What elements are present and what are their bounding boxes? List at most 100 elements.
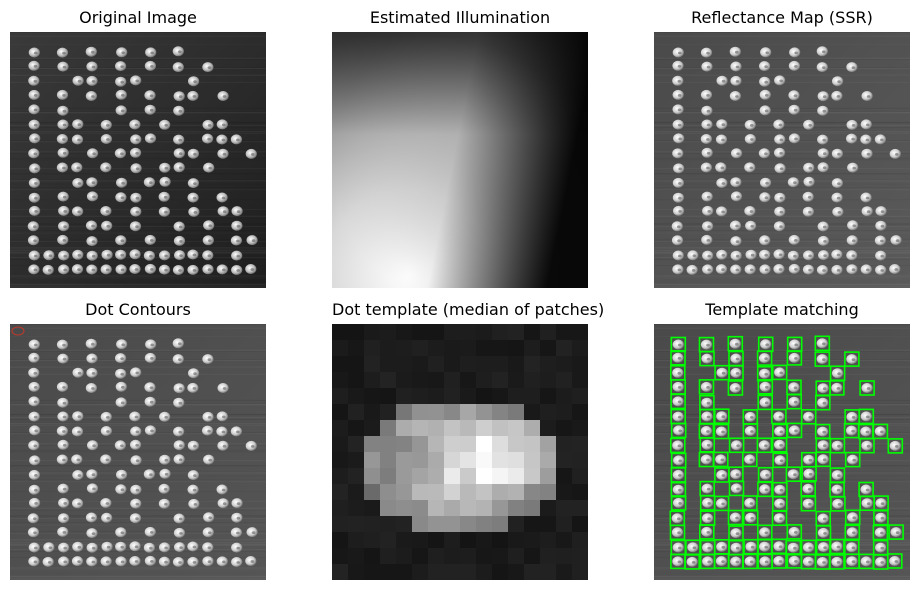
match-box [712, 451, 729, 468]
match-box [670, 467, 687, 483]
dot [43, 250, 55, 261]
dot [773, 119, 785, 130]
dot [816, 557, 829, 567]
dot [773, 541, 785, 552]
dot [774, 455, 786, 466]
dot [788, 425, 801, 436]
dot [774, 367, 786, 378]
match-box [800, 495, 817, 512]
dot [172, 354, 184, 365]
dot [671, 235, 684, 246]
dot [788, 396, 800, 407]
dot [27, 527, 40, 538]
dot [846, 425, 858, 436]
dot [58, 264, 70, 275]
dot [802, 498, 814, 509]
dot [832, 206, 844, 217]
dot [729, 46, 741, 57]
dot [159, 119, 171, 130]
dot [57, 411, 69, 422]
match-box [872, 423, 889, 440]
dot [115, 381, 127, 392]
dot [217, 383, 229, 393]
dot [730, 250, 742, 261]
dot [216, 426, 228, 437]
dot [86, 353, 98, 364]
dot [28, 60, 40, 71]
dot [745, 512, 757, 523]
match-box [684, 554, 701, 570]
dot [672, 339, 684, 350]
dot [816, 338, 828, 349]
dot [28, 440, 40, 451]
dot [759, 235, 771, 246]
dot [72, 178, 84, 188]
dot [85, 512, 98, 523]
dot [173, 454, 185, 465]
dot [787, 250, 799, 261]
dot [817, 91, 829, 102]
dot [831, 264, 843, 275]
dot [758, 440, 770, 451]
dot [144, 526, 156, 537]
dot [86, 177, 98, 188]
dot [115, 249, 127, 260]
dot [673, 133, 685, 144]
panel-reflectance-map: Reflectance Map (SSR) [654, 0, 910, 290]
match-box [670, 422, 687, 439]
dot [760, 47, 772, 58]
dot [28, 484, 40, 495]
dot [29, 425, 41, 436]
dot [143, 250, 155, 261]
contours-image [10, 324, 266, 580]
dot [116, 177, 128, 188]
dot [671, 527, 684, 538]
dot [701, 411, 713, 422]
dot [172, 46, 184, 57]
match-box [829, 380, 845, 396]
dot [803, 411, 815, 422]
dot [115, 61, 127, 72]
dot [216, 411, 228, 422]
dot [130, 498, 142, 509]
dot [760, 339, 772, 350]
dot [130, 75, 142, 86]
dot [143, 542, 155, 553]
dot [788, 60, 800, 71]
dot [28, 367, 40, 378]
dot [773, 411, 785, 422]
dot [203, 512, 215, 523]
match-box [814, 351, 831, 367]
dot [861, 440, 873, 451]
reflectance-image [654, 32, 910, 288]
match-box [728, 480, 745, 497]
dot [831, 470, 843, 481]
dot [173, 134, 185, 145]
dot [729, 91, 741, 101]
dot [802, 556, 815, 567]
dot [115, 541, 127, 552]
match-box [887, 553, 903, 569]
dot [889, 264, 901, 274]
dot [72, 206, 84, 217]
match-box [771, 408, 787, 425]
match-box [771, 553, 787, 569]
dot [129, 249, 141, 260]
dot [816, 265, 829, 275]
dot [72, 470, 84, 480]
dot [686, 264, 698, 275]
dot [217, 440, 229, 451]
dot [788, 382, 800, 393]
dot [129, 556, 141, 566]
dot [846, 119, 858, 130]
dot [789, 47, 801, 58]
dot [58, 497, 70, 508]
match-box [713, 495, 730, 512]
match-box [772, 452, 788, 469]
dot [760, 469, 772, 480]
match-box [815, 451, 831, 468]
dot [890, 235, 902, 246]
dot [85, 220, 98, 231]
dot [846, 62, 858, 73]
dot [129, 541, 141, 552]
